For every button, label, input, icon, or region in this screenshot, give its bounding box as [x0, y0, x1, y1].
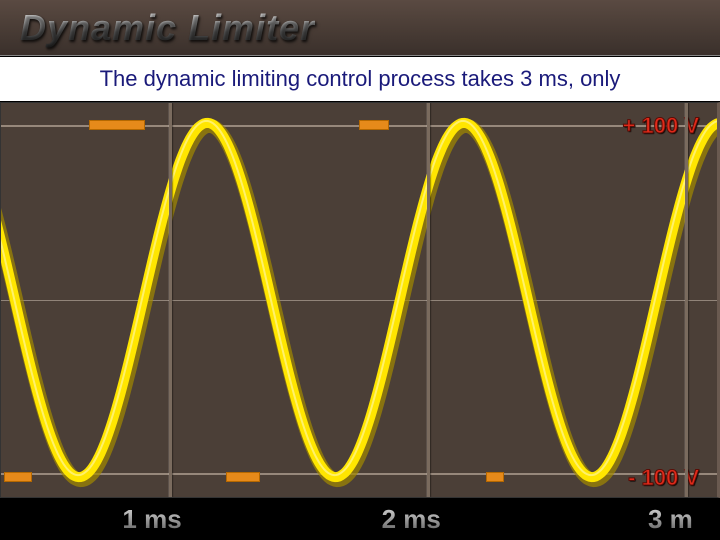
grid-line-vertical [169, 103, 172, 497]
clipping-marker [359, 120, 389, 130]
clipping-marker [226, 472, 260, 482]
subtitle-bar: The dynamic limiting control process tak… [0, 56, 720, 102]
time-axis-label: 3 m [648, 504, 693, 535]
clipping-marker [89, 120, 145, 130]
waveform [1, 103, 717, 497]
clipping-marker [486, 472, 504, 482]
time-axis: 1 ms 2 ms 3 m [0, 498, 720, 540]
time-axis-label: 2 ms [382, 504, 441, 535]
grid-line-vertical [685, 103, 688, 497]
app-title: Dynamic Limiter [20, 7, 315, 49]
subtitle-text: The dynamic limiting control process tak… [100, 66, 621, 92]
time-axis-label: 1 ms [122, 504, 181, 535]
oscilloscope-display: + 100 V - 100 V [0, 102, 720, 498]
voltage-label-negative: - 100 V [628, 465, 699, 491]
clipping-marker [4, 472, 32, 482]
grid-line-vertical [427, 103, 430, 497]
title-bar: Dynamic Limiter [0, 0, 720, 56]
